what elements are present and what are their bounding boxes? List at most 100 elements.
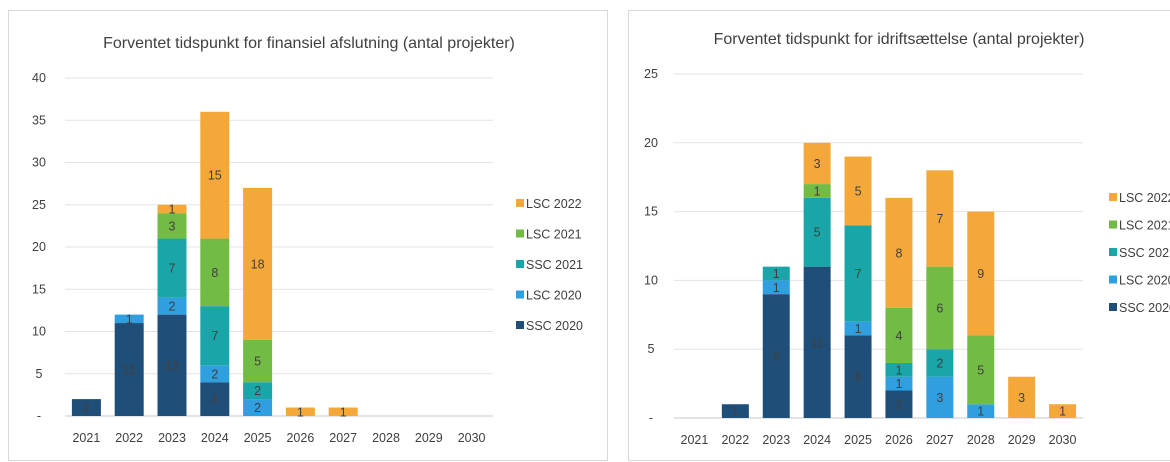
x-tick-label: 2028 — [372, 431, 400, 445]
y-tick-label: 10 — [644, 273, 658, 287]
bar-segment — [844, 225, 872, 322]
bar-segment — [967, 211, 995, 336]
y-tick-label: 35 — [32, 113, 46, 127]
bar-value-label: 12 — [165, 359, 179, 373]
bar-value-label: 1 — [814, 184, 821, 198]
y-tick-label: 20 — [644, 136, 658, 150]
bar-value-label: 1 — [297, 405, 304, 419]
bar-value-label: 8 — [895, 246, 902, 260]
legend-swatch — [1109, 303, 1117, 311]
x-tick-label: 2024 — [803, 433, 831, 447]
legend-label: LSC 2022 — [526, 197, 582, 211]
bar-value-label: 8 — [211, 266, 218, 280]
bar-value-label: 3 — [1018, 391, 1025, 405]
y-tick-label: - — [37, 409, 41, 423]
chart-title: Forventet tidspunkt for finansiel afslut… — [103, 35, 515, 52]
x-tick-label: 2028 — [967, 433, 995, 447]
legend-label: LSC 2022 — [1119, 191, 1170, 205]
bar-segment — [803, 142, 831, 185]
bar-segment — [803, 184, 831, 198]
bar-segment — [844, 321, 872, 336]
x-tick-label: 2022 — [115, 431, 143, 445]
y-tick-label: 15 — [644, 205, 658, 219]
bar-segment — [1008, 376, 1036, 418]
bar-segment — [1049, 404, 1077, 418]
bar-segment — [762, 266, 790, 281]
bar-segment — [926, 170, 954, 267]
bar-segment — [114, 323, 144, 416]
bar-segment — [721, 404, 749, 418]
bar-value-label: 5 — [977, 363, 984, 377]
bar-segment — [762, 294, 790, 418]
legend-swatch — [516, 229, 524, 238]
bar-value-label: 1 — [977, 405, 984, 419]
bar-value-label: 9 — [977, 267, 984, 281]
legend-swatch — [1109, 248, 1117, 256]
bar-value-label: 1 — [895, 377, 902, 391]
legend-label: SSC 2020 — [526, 319, 583, 333]
y-tick-label: 10 — [32, 325, 46, 339]
bar-value-label: 2 — [169, 300, 176, 314]
bar-segment — [885, 307, 913, 363]
bar-value-label: 2 — [936, 356, 943, 370]
y-tick-label: 5 — [648, 342, 655, 356]
y-tick-label: 15 — [32, 282, 46, 296]
x-tick-label: 2024 — [201, 431, 229, 445]
y-tick-label: 30 — [32, 156, 46, 170]
x-tick-label: 2023 — [762, 433, 790, 447]
bar-segment — [885, 390, 913, 418]
bar-value-label: 1 — [773, 281, 780, 295]
bar-value-label: 18 — [251, 257, 265, 271]
legend-label: LSC 2020 — [526, 289, 582, 303]
legend-swatch — [1109, 220, 1117, 229]
bar-segment — [967, 404, 995, 418]
bar-segment — [844, 335, 872, 418]
x-tick-label: 2022 — [721, 433, 749, 447]
bar-segment — [157, 314, 187, 416]
bar-value-label: 1 — [126, 312, 133, 326]
y-tick-label: 5 — [36, 367, 43, 381]
x-tick-label: 2027 — [329, 431, 357, 445]
bar-value-label: 3 — [814, 157, 821, 171]
bar-value-label: 2 — [895, 398, 902, 412]
legend-swatch — [1109, 193, 1117, 201]
legend-label: SSC 2021 — [526, 258, 583, 272]
bar-segment — [885, 197, 913, 308]
bar-segment — [157, 238, 187, 298]
legend-swatch — [516, 321, 524, 329]
bar-value-label: 2 — [254, 384, 261, 398]
x-tick-label: 2029 — [1008, 433, 1036, 447]
bar-value-label: 6 — [855, 370, 862, 384]
bar-segment — [200, 382, 230, 416]
bar-segment — [926, 376, 954, 418]
bar-segment — [71, 399, 101, 416]
bar-value-label: 2 — [83, 401, 90, 415]
legend-swatch — [1109, 275, 1117, 284]
x-tick-label: 2021 — [72, 431, 100, 445]
x-tick-label: 2025 — [244, 431, 272, 445]
bar-value-label: 1 — [895, 363, 902, 377]
chart-commissioning: Forventet tidspunkt for idriftsættelse (… — [644, 31, 1170, 447]
legend-swatch — [516, 199, 524, 207]
bar-segment — [926, 349, 954, 377]
bar-segment — [926, 266, 954, 350]
bar-segment — [200, 365, 230, 383]
bar-segment — [844, 156, 872, 226]
bar-segment — [762, 280, 790, 295]
legend-label: SSC 2020 — [1119, 301, 1170, 315]
bar-value-label: 3 — [936, 391, 943, 405]
chart-title: Forventet tidspunkt for idriftsættelse (… — [714, 31, 1085, 48]
y-tick-label: 25 — [32, 198, 46, 212]
bar-value-label: 5 — [254, 355, 261, 369]
legend-swatch — [516, 260, 524, 268]
bar-segment — [328, 407, 358, 416]
bar-value-label: 2 — [254, 401, 261, 415]
bar-segment — [114, 314, 144, 324]
bar-segment — [967, 335, 995, 405]
chart-panel-financial-close: Forventet tidspunkt for finansiel afslut… — [8, 10, 608, 461]
bar-segment — [285, 407, 315, 416]
bar-value-label: 4 — [895, 329, 902, 343]
y-tick-label: 25 — [644, 67, 658, 81]
bar-value-label: 1 — [169, 202, 176, 216]
bar-value-label: 4 — [211, 393, 218, 407]
